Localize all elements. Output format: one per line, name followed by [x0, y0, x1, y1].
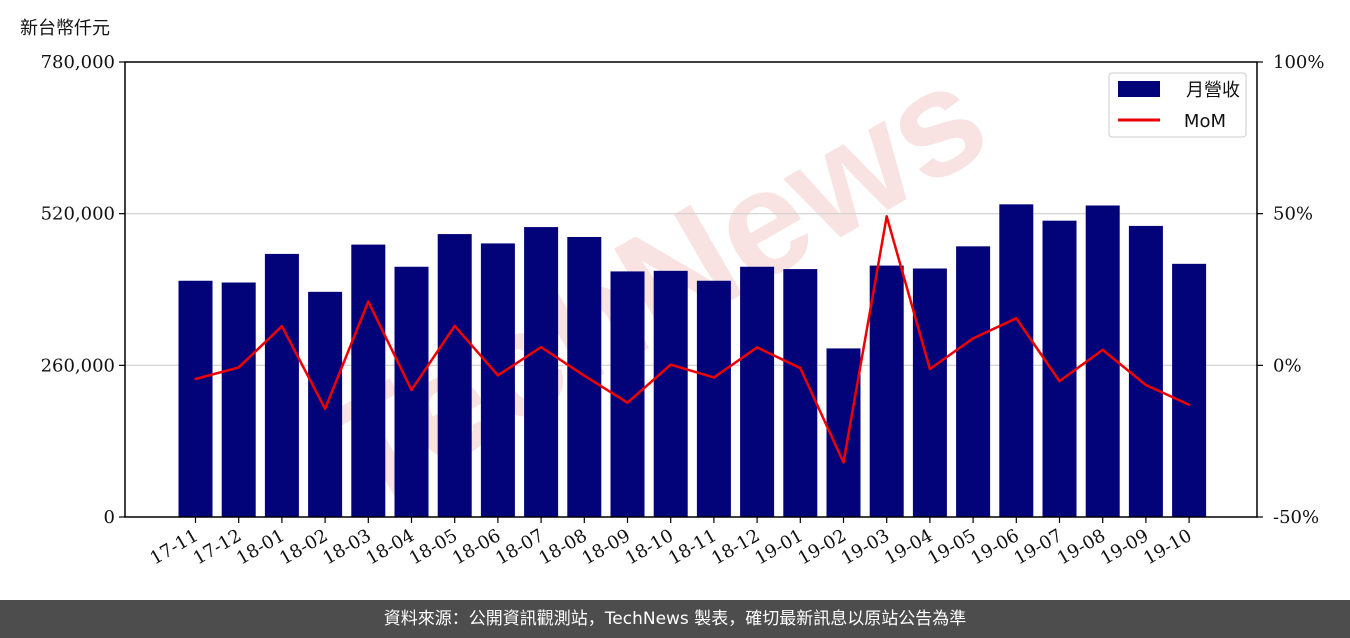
- revenue-bar: [956, 246, 991, 518]
- x-tick-label: 19-01: [751, 525, 806, 569]
- mom-point: [928, 367, 932, 371]
- revenue-bar: [999, 204, 1034, 518]
- legend-swatch-revenue: [1118, 81, 1160, 97]
- mom-point: [755, 346, 759, 349]
- y-left-tick-label: 520,000: [41, 204, 115, 225]
- mom-point: [583, 374, 586, 377]
- x-tick-label: 18-06: [449, 525, 504, 569]
- x-tick-label: 18-09: [579, 525, 634, 569]
- x-tick-label: 17-12: [190, 525, 245, 569]
- mom-point: [453, 324, 456, 328]
- revenue-bar: [740, 266, 775, 517]
- x-tick-label: 18-07: [492, 525, 547, 569]
- footer-source-note: 資料來源：公開資訊觀測站，TechNews 製表，確切最新訊息以原站公告為準: [0, 600, 1350, 638]
- revenue-bar: [696, 280, 731, 517]
- mom-point: [194, 377, 197, 381]
- mom-point: [1187, 403, 1191, 406]
- revenue-bar: [308, 291, 343, 517]
- x-tick-label: 18-11: [665, 525, 720, 569]
- y-right-tick-label: -50%: [1273, 507, 1319, 528]
- revenue-bar: [869, 265, 904, 517]
- mom-point: [712, 376, 716, 379]
- legend-label-revenue: 月營收: [1186, 80, 1240, 101]
- mom-point: [367, 300, 370, 303]
- revenue-bar: [653, 270, 688, 517]
- legend-label-mom: MoM: [1184, 111, 1226, 132]
- revenue-bar: [1042, 220, 1077, 517]
- mom-point: [237, 366, 240, 369]
- y-left-tick-label: 780,000: [41, 52, 115, 73]
- revenue-bar: [264, 253, 299, 517]
- mom-line-series: [194, 215, 1191, 464]
- mom-point: [971, 337, 975, 340]
- x-tick-label: 19-09: [1097, 525, 1152, 569]
- x-tick-label: 18-12: [708, 525, 763, 569]
- x-tick-label: 19-07: [1011, 525, 1066, 569]
- mom-point: [280, 325, 284, 328]
- y-right-tick-label: 50%: [1273, 204, 1313, 225]
- revenue-chart: TechNews 0260,000520,000780,000-50%0%50%…: [41, 30, 1325, 570]
- x-tick-label: 18-02: [276, 525, 331, 569]
- revenue-bar: [221, 282, 256, 517]
- x-tick-label: 19-02: [795, 525, 850, 569]
- revenue-bar: [1085, 205, 1120, 517]
- x-tick-label: 18-10: [622, 525, 677, 569]
- mom-point: [1101, 348, 1104, 352]
- revenue-bar: [912, 268, 947, 517]
- revenue-bar: [524, 227, 559, 518]
- plot-frame: [124, 61, 1258, 518]
- mom-point: [410, 388, 413, 392]
- x-tick-label: 19-06: [967, 525, 1022, 569]
- y-axis-unit-label: 新台幣仟元: [20, 18, 110, 39]
- revenue-bar: [394, 266, 429, 517]
- x-tick-label: 19-05: [924, 525, 979, 569]
- y-left-tick-label: 0: [104, 507, 115, 528]
- mom-point: [669, 363, 672, 366]
- revenue-bar: [351, 244, 386, 518]
- x-tick-label: 19-08: [1054, 525, 1109, 569]
- revenue-bar: [480, 243, 515, 517]
- mom-point: [323, 407, 327, 410]
- mom-point: [842, 461, 845, 464]
- x-tick-label: 17-11: [147, 525, 202, 569]
- legend: 月營收 MoM: [1108, 72, 1247, 138]
- y-right-tick-label: 100%: [1273, 52, 1324, 73]
- x-tick-label: 18-08: [535, 525, 590, 569]
- revenue-bar: [178, 280, 213, 517]
- y-left-tick-label: 260,000: [41, 355, 115, 376]
- revenue-bar: [1172, 263, 1207, 517]
- y-right-tick-label: 0%: [1273, 355, 1302, 376]
- mom-point: [1058, 379, 1061, 383]
- mom-point: [1144, 383, 1148, 387]
- revenue-bar: [437, 234, 472, 518]
- mom-point: [496, 374, 500, 377]
- bar-series: [178, 204, 1207, 518]
- mom-point: [626, 401, 629, 404]
- x-tick-label: 18-03: [319, 525, 374, 569]
- mom-line: [195, 215, 1190, 464]
- x-tick-label: 19-04: [881, 525, 936, 569]
- x-tick-label: 18-01: [233, 525, 288, 569]
- x-tick-label: 18-05: [406, 525, 461, 569]
- x-tick-label: 19-10: [1140, 525, 1195, 569]
- mom-point: [799, 366, 802, 370]
- x-tick-label: 19-03: [838, 525, 893, 569]
- revenue-bar: [1128, 225, 1163, 517]
- mom-point: [539, 345, 543, 349]
- mom-point: [885, 215, 888, 218]
- mom-point: [1015, 317, 1018, 320]
- revenue-bar: [826, 348, 861, 517]
